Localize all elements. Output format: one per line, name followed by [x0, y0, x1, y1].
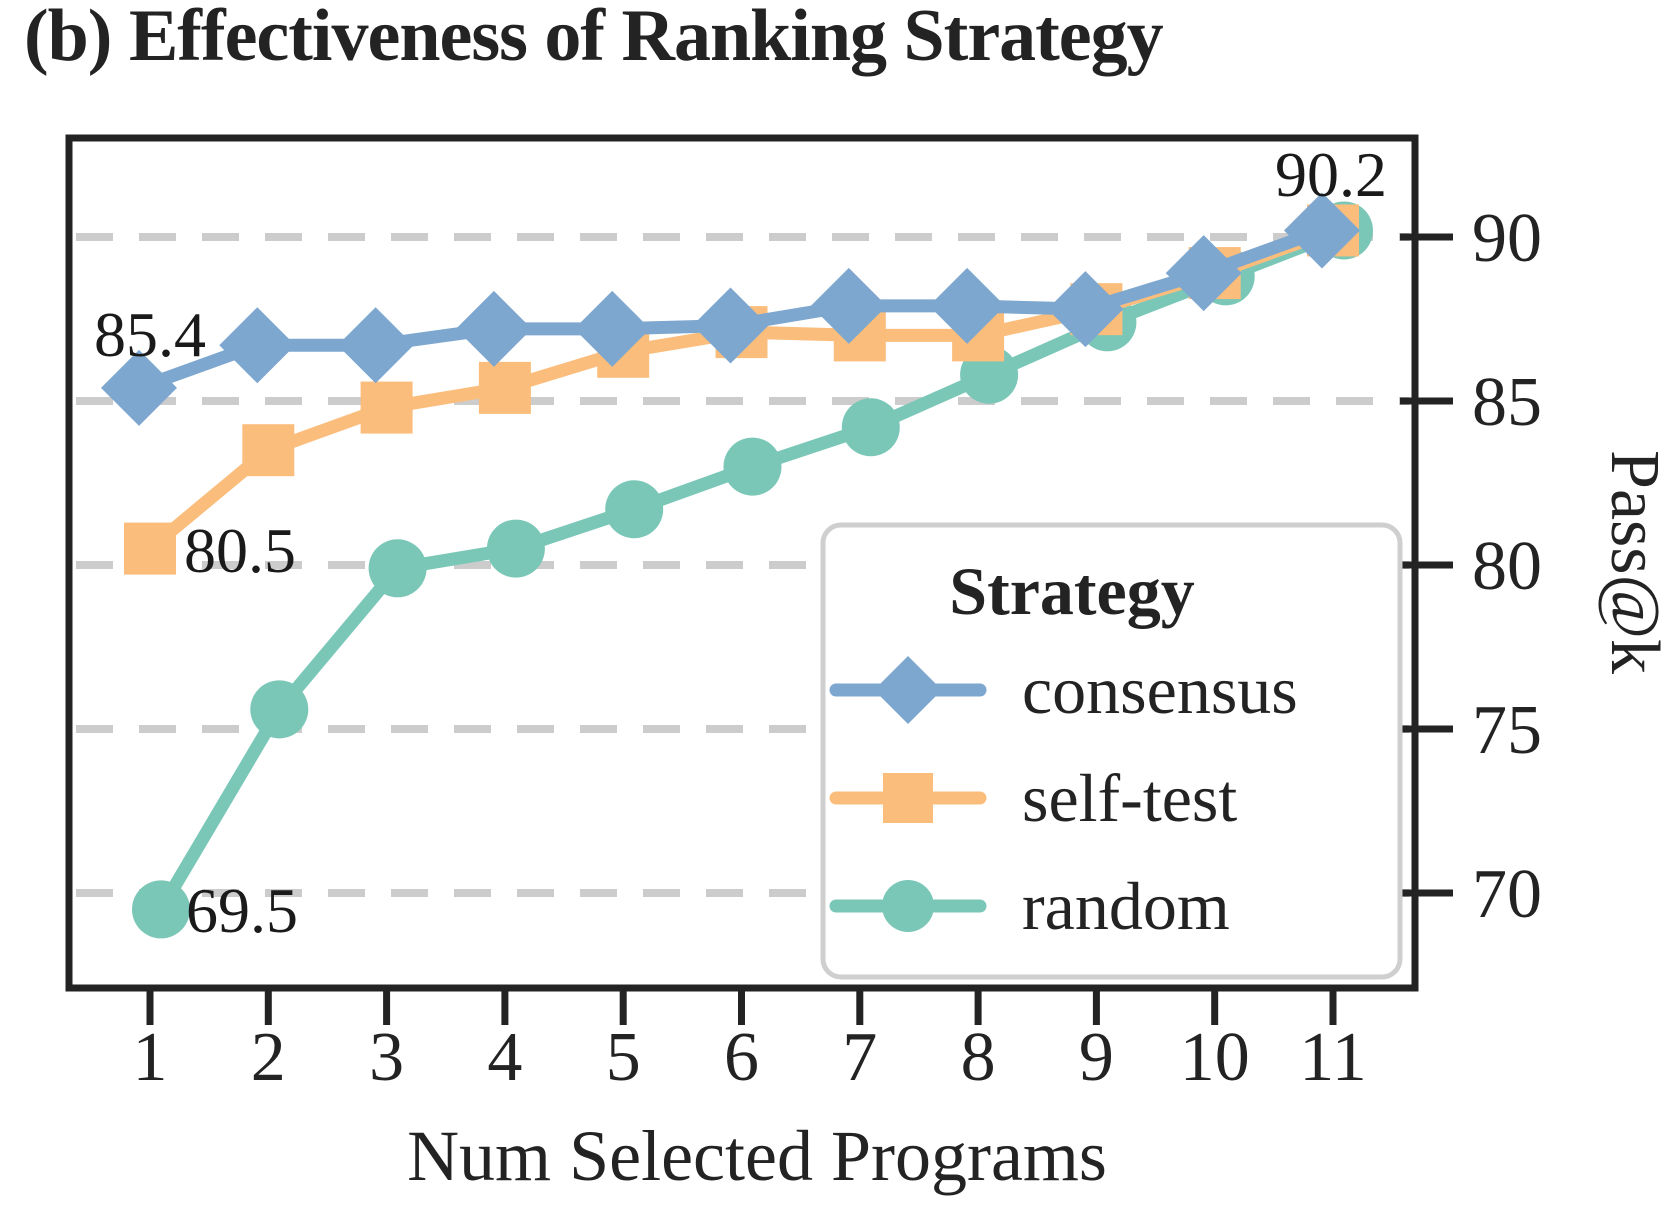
x-tick-label: 1 — [133, 1019, 168, 1096]
legend-title: Strategy — [949, 553, 1194, 629]
series-consensus-marker — [101, 349, 177, 426]
series-self-test-marker — [242, 424, 295, 477]
series-consensus-marker — [219, 307, 296, 384]
series-consensus-marker — [574, 290, 651, 367]
x-axis-label: Num Selected Programs — [407, 1116, 1107, 1196]
series-self-test-marker — [478, 361, 531, 414]
plot-border — [65, 134, 1419, 992]
series-random-marker — [605, 480, 664, 539]
y-axis-label: Pass@k — [1596, 450, 1661, 674]
x-tick-label: 9 — [1079, 1019, 1114, 1096]
series-consensus-marker — [692, 287, 769, 364]
series-random-marker — [250, 680, 309, 739]
legend-item-consensus: consensus — [1022, 652, 1298, 728]
series-consensus-marker — [929, 267, 1006, 344]
x-tick-label: 11 — [1299, 1019, 1366, 1096]
series-consensus-marker — [1047, 271, 1124, 348]
square-icon — [883, 773, 933, 823]
x-tick-label: 2 — [251, 1019, 286, 1096]
series-consensus-marker — [1165, 235, 1242, 312]
series-self-test-line — [145, 224, 1336, 554]
x-tick-label: 5 — [606, 1019, 641, 1096]
series-consensus-marker — [810, 267, 887, 344]
series-random-marker — [486, 519, 545, 578]
series-consensus-marker — [337, 307, 414, 384]
y-tick-label: 70 — [1472, 856, 1542, 933]
annotation-69.5: 69.5 — [186, 875, 298, 946]
x-tick-label: 4 — [487, 1019, 522, 1096]
series-random-marker — [368, 539, 427, 598]
circle-icon — [882, 880, 934, 932]
x-tick-label: 3 — [369, 1019, 404, 1096]
y-tick-label: 85 — [1472, 364, 1542, 441]
series-random-marker — [841, 398, 900, 457]
y-tick-label: 80 — [1472, 528, 1542, 605]
series-self-test-marker — [360, 381, 413, 434]
x-tick-label: 7 — [842, 1019, 877, 1096]
y-tick-label: 90 — [1472, 200, 1542, 277]
annotation-90.2: 90.2 — [1275, 139, 1387, 210]
x-tick-label: 10 — [1180, 1019, 1250, 1096]
series-consensus-marker — [455, 290, 532, 367]
annotation-80.5: 80.5 — [184, 515, 296, 586]
legend-item-self-test: self-test — [1022, 760, 1237, 836]
series-consensus-marker — [1284, 192, 1360, 269]
annotation-85.4: 85.4 — [94, 299, 206, 370]
legend-item-random: random — [1022, 868, 1230, 944]
chart-title: (b) Effectiveness of Ranking Strategy — [24, 0, 1164, 77]
x-tick-label: 8 — [961, 1019, 996, 1096]
series-random-marker — [723, 437, 782, 496]
diamond-icon — [874, 656, 942, 724]
series-random-marker — [132, 880, 190, 939]
series-self-test-marker — [124, 522, 176, 575]
y-tick-label: 75 — [1472, 692, 1542, 769]
x-tick-label: 6 — [724, 1019, 759, 1096]
legend-box — [820, 522, 1403, 980]
